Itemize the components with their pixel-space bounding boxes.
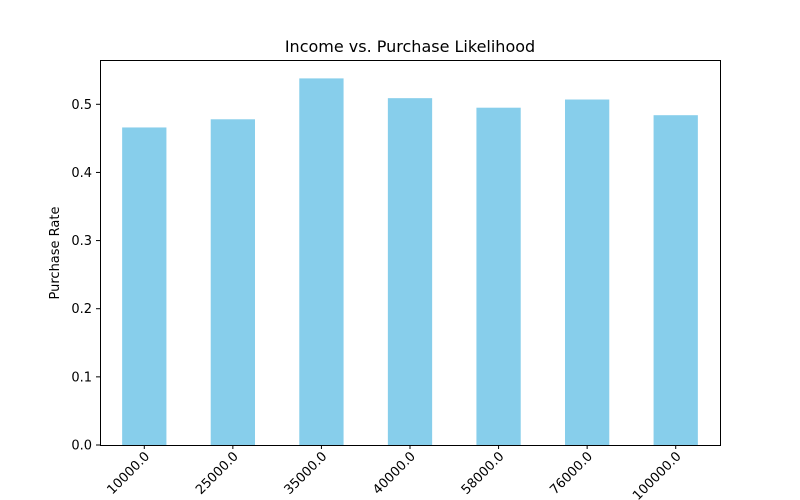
- y-tick-label: 0.0: [71, 439, 92, 454]
- bars-group: [122, 78, 698, 446]
- bar-76000.0: [565, 99, 610, 445]
- bar-40000.0: [387, 98, 433, 445]
- bar-10000.0: [122, 127, 167, 445]
- x-tick-label: 35000.0: [282, 449, 331, 498]
- y-tick-label: 0.4: [71, 166, 92, 181]
- x-tick-label: 58000.0: [459, 449, 508, 498]
- x-ticks-group: 10000.0 25000.0 35000.0 40000.0 58000.0 76000…: [104, 445, 685, 500]
- x-tick-label: 25000.0: [193, 449, 242, 498]
- bar-58000.0: [476, 107, 521, 446]
- y-tick-label: 0.3: [71, 234, 92, 249]
- y-axis-label: Purchase Rate: [48, 207, 63, 300]
- x-tick-label: 100000.0: [630, 449, 684, 500]
- bar-25000.0: [210, 119, 255, 445]
- y-tick-label: 0.5: [71, 98, 92, 113]
- x-tick-label: 76000.0: [547, 449, 596, 498]
- y-tick-label: 0.2: [71, 302, 92, 317]
- y-tick-label: 0.1: [71, 370, 92, 385]
- y-ticks-group: 0.0 0.1 0.2 0.3 0.4 0.5: [71, 98, 100, 454]
- bar-100000.0: [653, 115, 698, 445]
- chart-title: Income vs. Purchase Likelihood: [285, 37, 535, 56]
- bar-35000.0: [299, 78, 344, 446]
- x-tick-label: 40000.0: [370, 449, 419, 498]
- plot-frame: [100, 60, 721, 446]
- x-tick-label: 10000.0: [104, 449, 153, 498]
